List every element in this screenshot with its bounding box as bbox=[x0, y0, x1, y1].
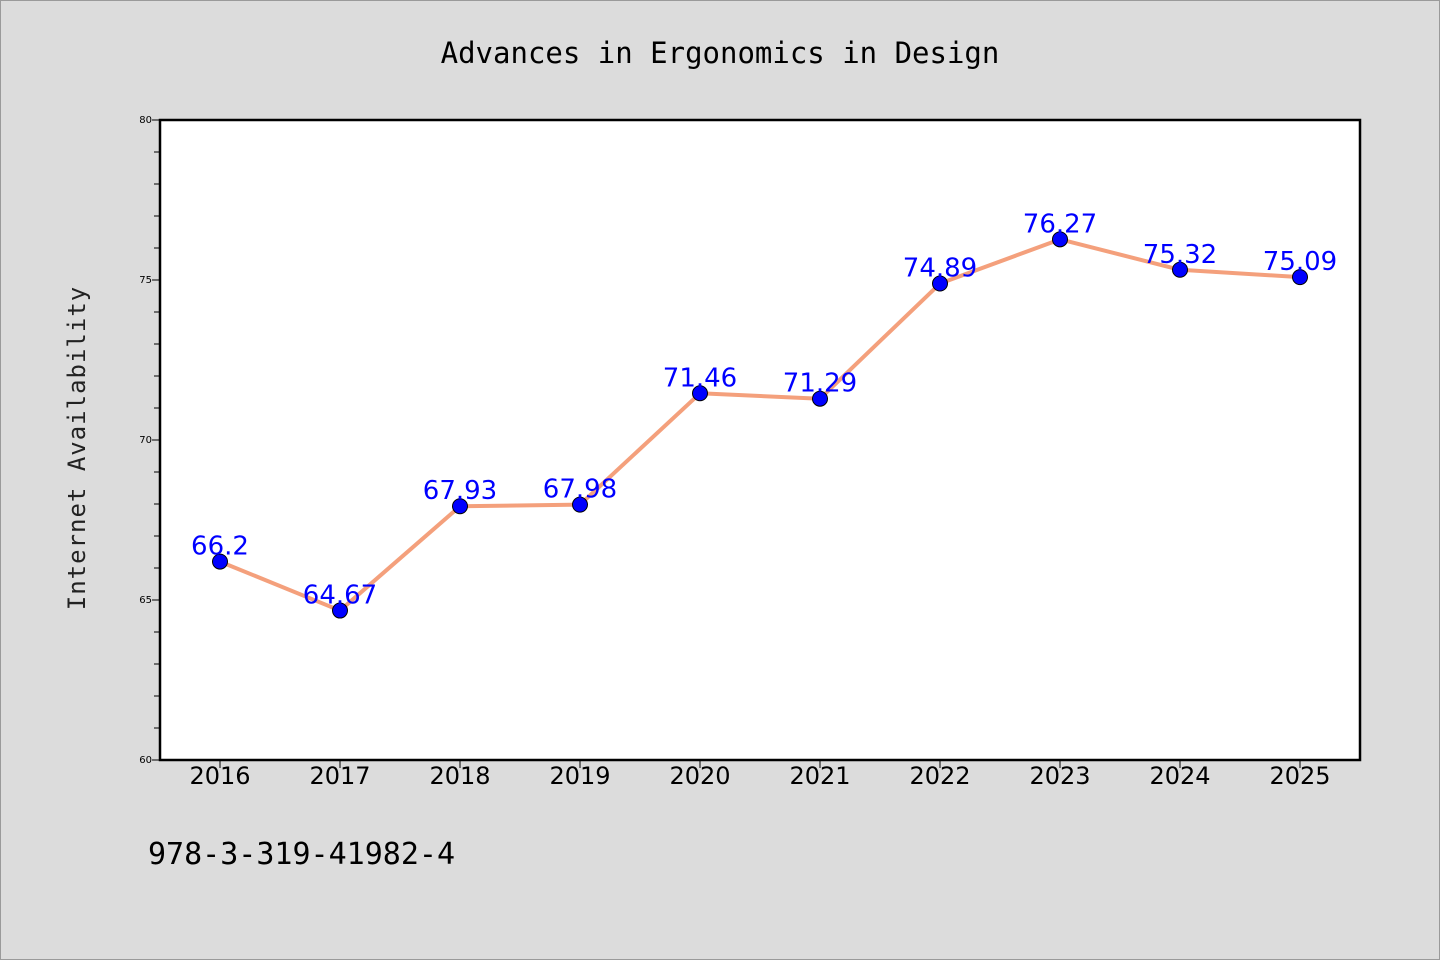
data-label: 67.98 bbox=[543, 475, 617, 505]
data-point-marker bbox=[1052, 231, 1068, 248]
y-tick-label: 65 bbox=[139, 595, 152, 606]
y-tick-label: 60 bbox=[139, 755, 152, 766]
data-point-marker bbox=[452, 498, 468, 515]
x-tick-label: 2017 bbox=[309, 762, 370, 790]
data-point-marker bbox=[212, 553, 228, 570]
data-label: 67.93 bbox=[423, 476, 497, 506]
x-tick-label: 2024 bbox=[1149, 762, 1210, 790]
data-label: 66.2 bbox=[191, 532, 249, 562]
x-axis-ticks: 2016 2017 2018 2019 2020 2021 2022 2023 2024 2025 bbox=[189, 760, 1331, 790]
series-line bbox=[218, 237, 1302, 613]
isbn-footer: 978-3-319-41982-4 bbox=[148, 837, 455, 872]
data-point-marker bbox=[692, 385, 708, 402]
x-tick-label: 2019 bbox=[549, 762, 610, 790]
chart-title: Advances in Ergonomics in Design bbox=[441, 36, 1000, 70]
data-label: 76.27 bbox=[1023, 209, 1097, 239]
y-tick-label: 80 bbox=[139, 115, 152, 126]
y-axis-ticks: 60 65 70 75 80 bbox=[139, 115, 160, 766]
plot-area bbox=[160, 120, 1360, 760]
data-label: 74.89 bbox=[903, 254, 977, 284]
data-point-marker bbox=[332, 602, 348, 619]
data-label: 75.32 bbox=[1143, 240, 1217, 270]
x-tick-label: 2023 bbox=[1029, 762, 1090, 790]
data-point-marker bbox=[1292, 269, 1308, 286]
data-label: 71.46 bbox=[663, 363, 737, 393]
plot-border bbox=[158, 118, 1362, 762]
data-label: 71.29 bbox=[783, 369, 857, 399]
data-point-marker bbox=[572, 496, 588, 513]
data-label: 64.67 bbox=[303, 581, 377, 611]
data-point-marker bbox=[1172, 261, 1188, 278]
data-label: 75.09 bbox=[1263, 247, 1337, 277]
x-tick-label: 2016 bbox=[189, 762, 250, 790]
x-tick-label: 2025 bbox=[1269, 762, 1330, 790]
data-point-marker bbox=[932, 275, 948, 292]
x-tick-label: 2020 bbox=[669, 762, 730, 790]
x-tick-label: 2021 bbox=[789, 762, 850, 790]
series-group: 66.2 64.67 67.93 67.98 71.46 71.29 74.89 76.27 7… bbox=[191, 209, 1337, 619]
y-axis-label: Internet Availability bbox=[63, 286, 91, 610]
x-tick-label: 2022 bbox=[909, 762, 970, 790]
y-tick-label: 75 bbox=[139, 275, 152, 286]
x-tick-label: 2018 bbox=[429, 762, 490, 790]
data-point-marker bbox=[812, 390, 828, 407]
y-tick-label: 70 bbox=[139, 435, 152, 446]
